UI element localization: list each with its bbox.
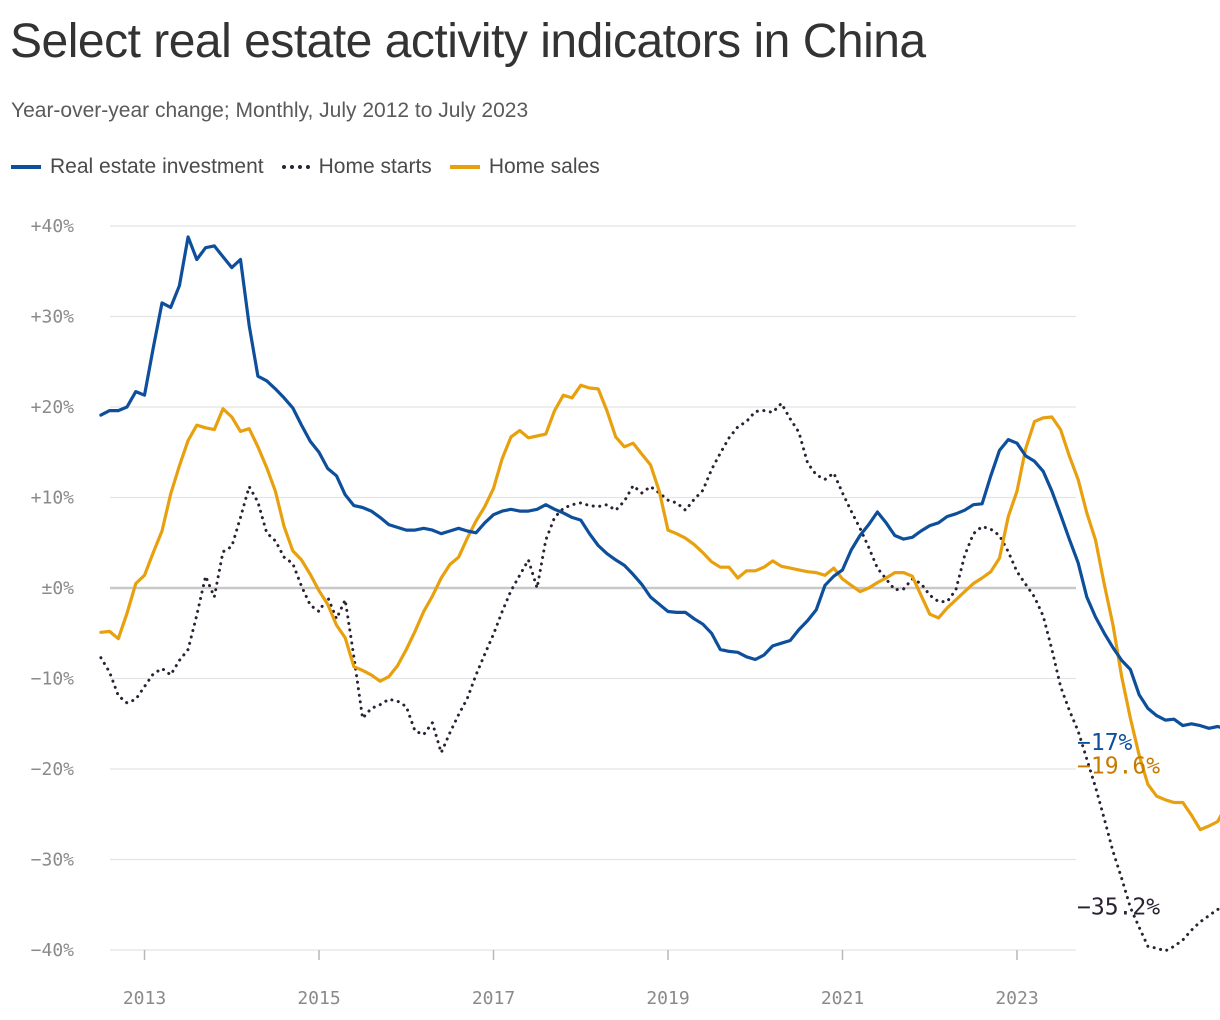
legend-swatch-sales	[449, 165, 480, 169]
x-tick-label: 2023	[995, 988, 1038, 1009]
legend-item-investment: Real estate investment	[11, 155, 264, 179]
legend-label-sales: Home sales	[488, 155, 600, 178]
chart-subtitle: Year-over-year change; Monthly, July 201…	[11, 99, 529, 122]
y-tick-label: −20%	[31, 759, 75, 780]
legend-item-sales: Home sales	[449, 155, 600, 179]
y-tick-label: +20%	[31, 397, 75, 418]
chart-legend: Real estate investment Home starts Home …	[11, 155, 618, 179]
end-label-0: −17%	[1077, 730, 1133, 756]
end-label-1: −35.2%	[1077, 895, 1160, 921]
legend-swatch-investment	[11, 165, 41, 169]
legend-label-investment: Real estate investment	[50, 155, 264, 178]
legend-item-starts: Home starts	[281, 155, 432, 179]
y-tick-label: ±0%	[41, 578, 74, 599]
y-tick-label: −10%	[31, 669, 75, 690]
chart-title: Select real estate activity indicators i…	[10, 15, 926, 68]
legend-swatch-starts	[281, 165, 310, 169]
y-tick-label: +30%	[31, 307, 75, 328]
x-tick-label: 2015	[297, 988, 340, 1009]
series-line-home-starts	[99, 401, 1220, 953]
y-tick-label: +10%	[31, 488, 75, 509]
y-tick-label: −30%	[31, 850, 75, 871]
series-line-real-estate-investment	[99, 235, 1220, 730]
x-tick-label: 2019	[646, 988, 689, 1009]
series-line-home-sales	[99, 383, 1220, 832]
x-tick-label: 2013	[123, 988, 166, 1009]
end-label-2: −19.6%	[1077, 753, 1160, 779]
legend-label-starts: Home starts	[318, 155, 432, 178]
y-tick-label: +40%	[31, 216, 75, 237]
x-tick-label: 2021	[821, 988, 864, 1009]
y-tick-label: −40%	[31, 940, 75, 961]
x-tick-label: 2017	[472, 988, 515, 1009]
